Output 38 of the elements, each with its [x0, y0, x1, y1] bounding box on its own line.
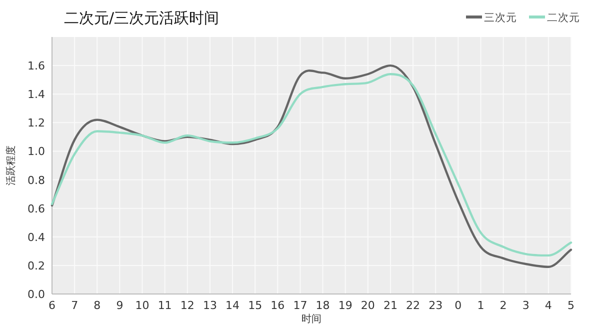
x-tick-label: 21	[383, 299, 398, 312]
x-axis-title: 时间	[302, 313, 322, 325]
x-tick-label: 13	[202, 299, 217, 312]
legend-label: 三次元	[484, 12, 517, 24]
x-tick-label: 23	[428, 299, 443, 312]
x-tick-label: 10	[135, 299, 150, 312]
x-tick-label: 1	[477, 299, 484, 312]
chart-title: 二次元/三次元活跃时间	[64, 9, 220, 27]
x-tick-label: 6	[48, 299, 56, 312]
y-axis-title: 活跃程度	[5, 146, 17, 186]
x-tick-label: 18	[316, 299, 330, 312]
x-tick-label: 16	[270, 299, 285, 312]
legend-label: 二次元	[547, 12, 580, 24]
y-tick-label: 0.6	[28, 202, 45, 216]
x-tick-label: 11	[158, 299, 172, 312]
y-tick-label: 0.8	[28, 174, 45, 187]
x-tick-label: 19	[338, 299, 352, 312]
y-tick-label: 0.2	[28, 259, 45, 272]
y-tick-label: 1.2	[28, 116, 45, 130]
x-tick-label: 3	[522, 299, 530, 312]
x-tick-label: 14	[226, 299, 240, 312]
x-tick-label: 8	[94, 299, 101, 312]
x-tick-label: 20	[360, 299, 375, 312]
x-tick-label: 7	[71, 299, 78, 312]
x-tick-label: 22	[406, 299, 420, 312]
y-tick-label: 0.0	[28, 288, 45, 301]
x-tick-label: 4	[544, 299, 552, 312]
x-tick-label: 12	[180, 299, 194, 312]
y-tick-label: 0.4	[28, 230, 45, 244]
x-tick-label: 9	[116, 299, 124, 312]
x-tick-label: 5	[568, 299, 574, 312]
x-tick-label: 0	[454, 299, 462, 312]
x-tick-label: 15	[248, 299, 262, 312]
y-tick-label: 1.0	[28, 145, 45, 158]
y-tick-label: 1.6	[28, 60, 45, 73]
x-tick-label: 17	[293, 299, 308, 312]
x-tick-label: 2	[500, 299, 507, 312]
y-tick-label: 1.4	[28, 88, 45, 102]
